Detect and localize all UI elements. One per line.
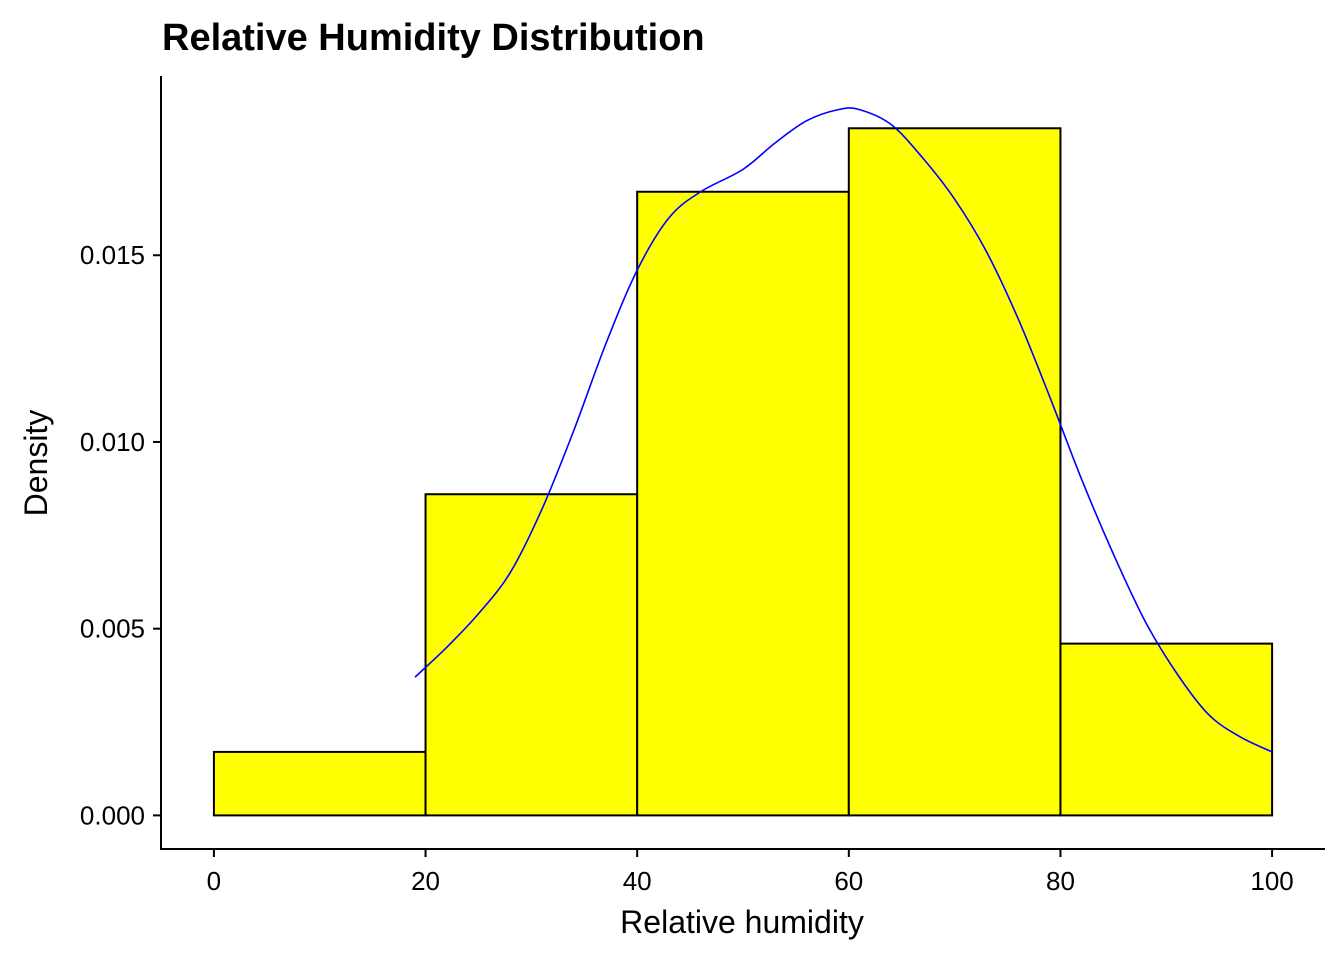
x-tick-label-1: 20 (411, 866, 440, 896)
density-curve (414, 107, 1273, 753)
x-tick-label-3: 60 (834, 866, 863, 896)
y-tick-label-0: 0.000 (80, 800, 145, 830)
x-tick-label-0: 0 (207, 866, 221, 896)
y-tick-label-1: 0.005 (80, 614, 145, 644)
y-tick-label-2: 0.010 (80, 427, 145, 457)
histogram-bars (212, 127, 1274, 817)
x-axis-ticks: 0 20 40 60 80 100 (207, 849, 1294, 896)
y-axis-label: Density (18, 410, 54, 517)
y-axis-ticks: 0.000 0.005 0.010 0.015 (80, 240, 161, 830)
x-tick-label-2: 40 (623, 866, 652, 896)
histogram-bar-2 (636, 190, 850, 817)
histogram-bar-0 (212, 750, 427, 817)
x-axis-label: Relative humidity (620, 904, 864, 940)
x-tick-label-5: 100 (1250, 866, 1293, 896)
chart-title: Relative Humidity Distribution (162, 17, 705, 59)
density-curve-layer (414, 107, 1273, 753)
histogram-bar-1 (424, 493, 639, 817)
y-tick-label-3: 0.015 (80, 240, 145, 270)
x-tick-label-4: 80 (1046, 866, 1075, 896)
histogram-bar-4 (1059, 642, 1274, 817)
histogram-bar-3 (847, 127, 1062, 817)
